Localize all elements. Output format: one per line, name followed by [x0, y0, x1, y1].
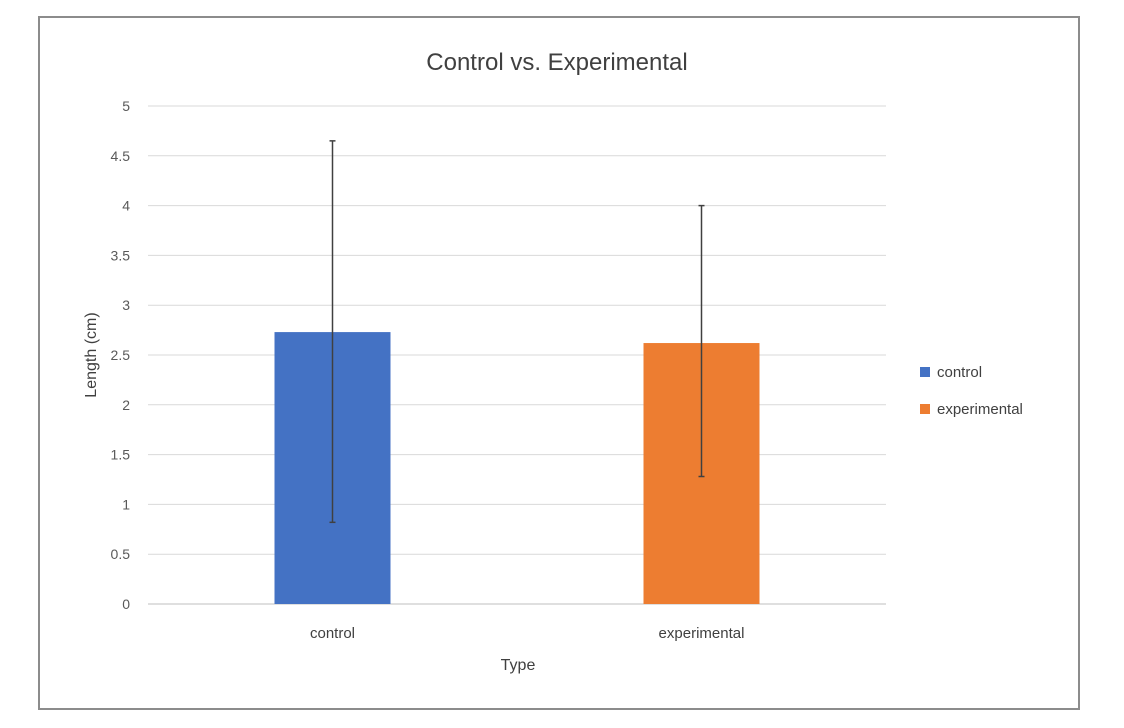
x-axis-categories: control experimental	[310, 625, 744, 642]
y-axis-ticks: 0 0.5 1 1.5 2 2.5 3 3.5 4 4.5 5	[111, 98, 131, 612]
y-axis-title: Length (cm)	[83, 312, 100, 397]
legend-swatch-control	[920, 367, 930, 377]
error-bars	[329, 140, 705, 524]
y-tick-label: 0.5	[111, 546, 131, 562]
legend: control experimental	[920, 364, 1023, 418]
y-tick-label: 4.5	[111, 148, 131, 164]
y-tick-label: 0	[122, 596, 130, 612]
legend-label-experimental: experimental	[937, 401, 1023, 418]
y-tick-label: 4	[122, 198, 130, 214]
legend-swatch-experimental	[920, 404, 930, 414]
chart-title: Control vs. Experimental	[426, 49, 687, 76]
y-tick-label: 5	[122, 98, 130, 114]
legend-label-control: control	[937, 364, 982, 381]
y-tick-label: 2	[122, 397, 130, 413]
y-tick-label: 3.5	[111, 247, 131, 263]
gridlines	[148, 105, 886, 605]
x-axis-title: Type	[501, 657, 536, 674]
y-tick-label: 1	[122, 496, 130, 512]
y-tick-label: 1.5	[111, 447, 131, 463]
x-category-label: control	[310, 625, 355, 642]
bars	[274, 332, 760, 604]
y-tick-label: 2.5	[111, 347, 131, 363]
x-category-label: experimental	[659, 625, 745, 642]
chart-frame	[38, 16, 1080, 710]
y-tick-label: 3	[122, 297, 130, 313]
